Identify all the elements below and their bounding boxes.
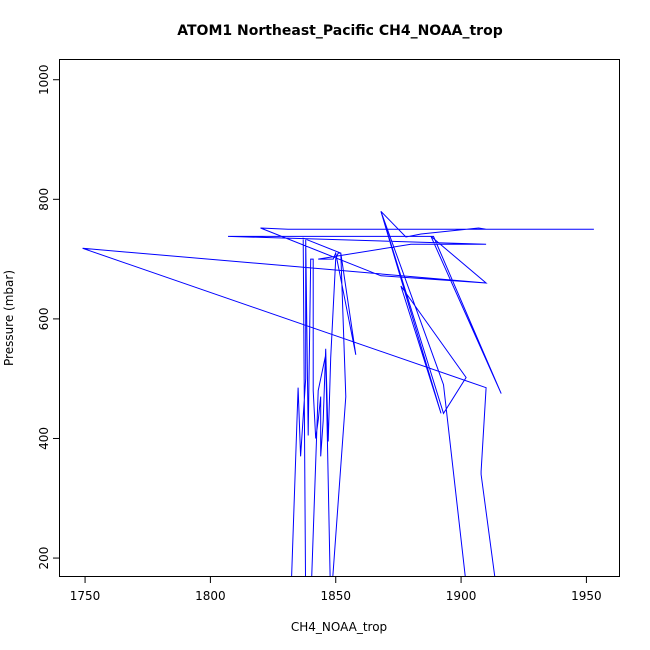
x-axis-label: CH4_NOAA_trop — [291, 620, 387, 634]
y-axis: 200 400 600 800 1000 — [37, 64, 60, 570]
x-tick-label: 1900 — [446, 589, 477, 603]
y-tick-label: 800 — [37, 188, 51, 211]
x-axis: 1750 1800 1850 1900 1950 — [70, 576, 602, 603]
y-tick-label: 200 — [37, 547, 51, 570]
x-tick-label: 1750 — [70, 589, 101, 603]
series-group — [82, 210, 594, 576]
plot-frame — [59, 59, 620, 577]
x-tick-label: 1850 — [320, 589, 351, 603]
y-axis-label: Pressure (mbar) — [2, 270, 16, 366]
chart-title: ATOM1 Northeast_Pacific CH4_NOAA_trop — [177, 23, 502, 39]
y-tick-label: 400 — [37, 427, 51, 450]
x-tick-label: 1950 — [571, 589, 602, 603]
series-line — [82, 210, 594, 576]
x-tick-label: 1800 — [195, 589, 226, 603]
y-tick-label: 600 — [37, 307, 51, 330]
y-tick-label: 1000 — [37, 64, 51, 95]
